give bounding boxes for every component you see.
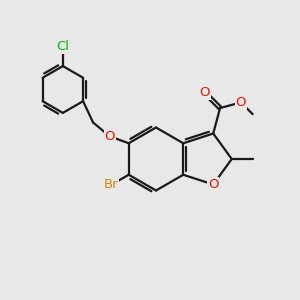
Text: O: O bbox=[236, 96, 246, 109]
Text: Cl: Cl bbox=[56, 40, 69, 53]
Text: Br: Br bbox=[104, 178, 119, 191]
Text: O: O bbox=[208, 178, 218, 191]
Text: O: O bbox=[104, 130, 115, 143]
Text: O: O bbox=[200, 86, 210, 99]
